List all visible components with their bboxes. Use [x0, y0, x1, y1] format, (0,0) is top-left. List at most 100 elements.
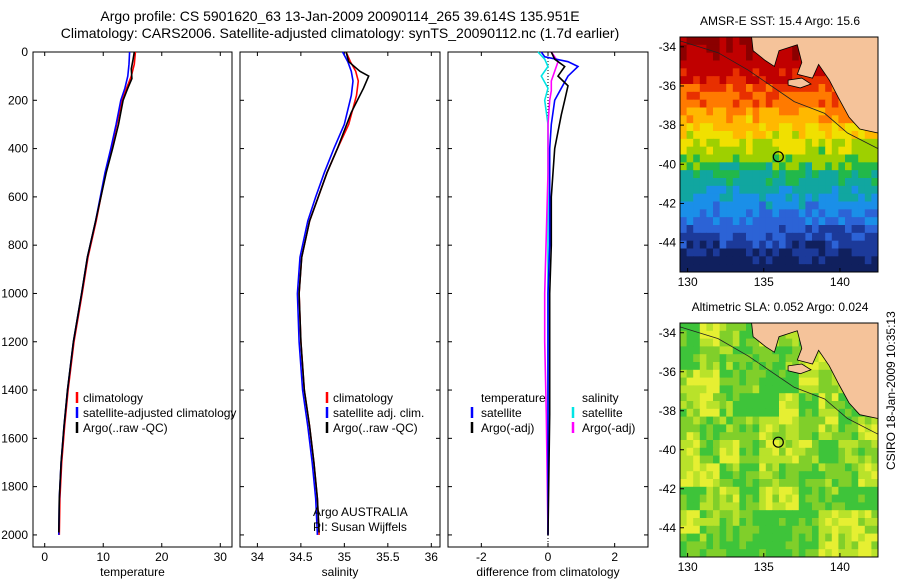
- map-cell: [746, 369, 753, 378]
- map-cell: [680, 455, 687, 464]
- map-cell: [765, 240, 773, 249]
- map-cell: [831, 424, 839, 433]
- map-cell: [864, 455, 872, 464]
- map-cell: [680, 424, 687, 433]
- map-cell: [825, 107, 833, 116]
- map-cell: [693, 107, 701, 116]
- map-cell: [713, 369, 720, 378]
- map-cell: [759, 123, 767, 132]
- map-cell: [831, 162, 839, 171]
- map-cell: [779, 541, 786, 550]
- map-cell: [772, 91, 780, 101]
- map-cell: [779, 217, 786, 226]
- map-cell: [746, 377, 753, 386]
- map-cell: [699, 232, 707, 242]
- map-cell: [739, 525, 747, 534]
- map-cell: [719, 424, 727, 433]
- map-cell: [851, 440, 859, 449]
- map-cell: [772, 201, 780, 210]
- map-cell: [805, 193, 813, 202]
- map-cell: [706, 76, 714, 85]
- map-cell: [818, 264, 826, 273]
- map-cell: [851, 162, 859, 171]
- map-cell: [805, 440, 813, 449]
- map-cell: [693, 84, 701, 93]
- map-cell: [680, 76, 687, 85]
- map-cell: [739, 225, 747, 234]
- map-cell: [739, 471, 747, 480]
- map-cell: [686, 60, 694, 69]
- map-cell: [752, 401, 760, 410]
- map-cell: [752, 68, 760, 77]
- map-cell: [845, 424, 852, 433]
- map-cell: [680, 146, 687, 155]
- map-cell: [759, 131, 767, 140]
- map-cell: [713, 225, 720, 234]
- map-cell: [713, 471, 720, 480]
- map-cell: [871, 510, 879, 519]
- map-cell: [746, 115, 753, 124]
- map-cell: [812, 138, 819, 148]
- map-cell: [871, 185, 879, 195]
- map-cell: [732, 362, 740, 371]
- map-cell: [792, 84, 800, 93]
- x-tick-label: 130: [678, 275, 698, 289]
- map-cell: [864, 494, 872, 503]
- map-cell: [746, 84, 753, 93]
- map-cell: [686, 99, 694, 108]
- map-cell: [779, 107, 786, 116]
- map-cell: [759, 408, 767, 417]
- map-cell: [726, 84, 734, 93]
- map-cell: [838, 256, 846, 265]
- map-cell: [871, 232, 879, 242]
- map-cell: [699, 248, 707, 257]
- map-cell: [726, 533, 734, 542]
- map-cell: [864, 541, 872, 550]
- map-cell: [693, 178, 701, 187]
- map-cell: [699, 401, 707, 410]
- map-cell: [798, 385, 806, 394]
- map-cell: [798, 377, 806, 386]
- map-cell: [779, 138, 786, 148]
- map-cell: [818, 138, 826, 148]
- map-cell: [706, 494, 714, 503]
- map-cell: [680, 154, 687, 163]
- map-cell: [818, 369, 826, 378]
- map-cell: [746, 494, 753, 503]
- map-cell: [746, 68, 753, 77]
- map-cell: [825, 369, 833, 378]
- map-cell: [838, 424, 846, 433]
- map-cell: [831, 518, 839, 527]
- map-cell: [805, 256, 813, 265]
- map-cell: [818, 471, 826, 480]
- map-cell: [838, 217, 846, 226]
- map-cell: [858, 518, 866, 527]
- map-cell: [739, 541, 747, 550]
- map-cell: [746, 432, 753, 441]
- map-cell: [845, 123, 852, 132]
- map-cell: [752, 533, 760, 542]
- map-cell: [746, 393, 753, 402]
- map-cell: [732, 185, 740, 195]
- map-cell: [864, 479, 872, 488]
- map-cell: [726, 248, 734, 257]
- map-cell: [851, 154, 859, 163]
- map-cell: [851, 432, 859, 441]
- map-cell: [825, 162, 833, 171]
- y-tick-label: -38: [659, 404, 677, 418]
- map-cell: [785, 146, 793, 155]
- map-cell: [686, 385, 694, 394]
- map-cell: [752, 408, 760, 417]
- y-tick-label: 1200: [1, 335, 28, 349]
- map-cell: [759, 209, 767, 218]
- map-cell: [792, 91, 800, 101]
- map-cell: [798, 248, 806, 257]
- map-cell: [726, 471, 734, 480]
- map-cell: [805, 154, 813, 163]
- map-cell: [765, 209, 773, 218]
- map-cell: [680, 479, 687, 488]
- map-cell: [746, 209, 753, 218]
- y-tick-label: -34: [659, 40, 677, 54]
- map-cell: [713, 217, 720, 226]
- map-cell: [812, 362, 819, 371]
